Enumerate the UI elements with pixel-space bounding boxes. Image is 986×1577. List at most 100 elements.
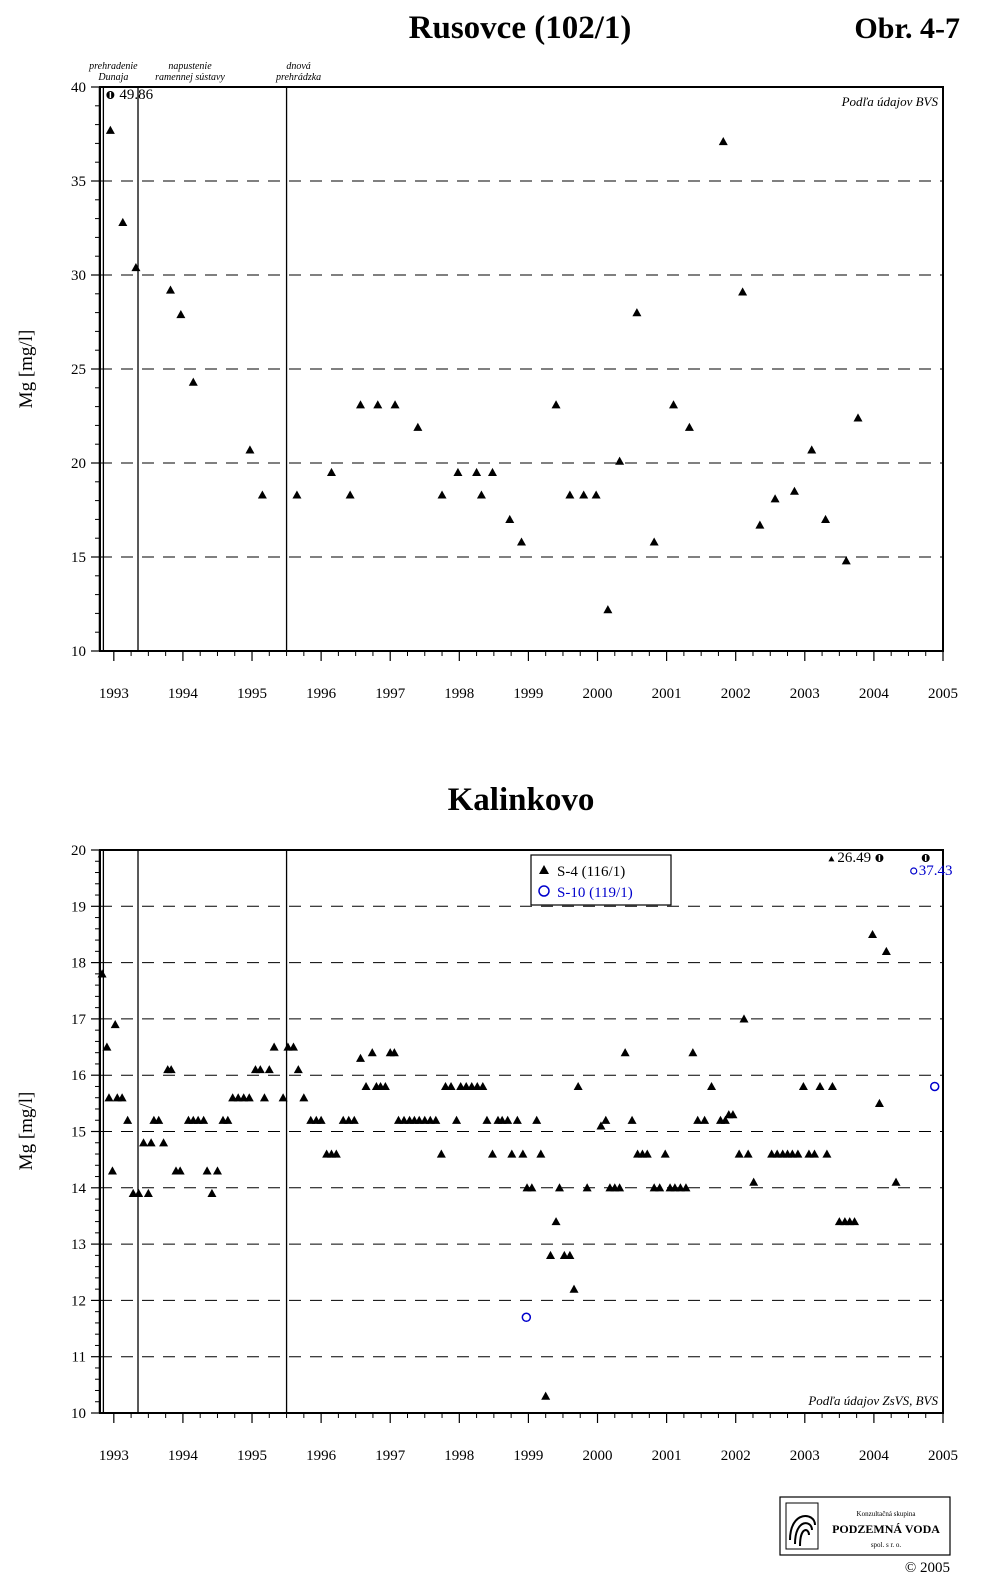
data-point <box>117 1093 127 1102</box>
legend-triangle-icon <box>539 865 549 874</box>
data-point <box>207 1188 217 1198</box>
data-point <box>175 1166 185 1175</box>
data-point <box>299 1093 309 1102</box>
data-point <box>739 1014 749 1023</box>
x-tick-label: 1993 <box>99 1448 129 1464</box>
data-point <box>478 1081 488 1091</box>
data-point <box>546 1250 556 1259</box>
data-point <box>316 1115 326 1124</box>
data-point <box>278 1093 288 1102</box>
x-tick-label: 1996 <box>306 1448 337 1464</box>
data-point <box>245 445 255 454</box>
data-point <box>257 490 267 499</box>
y-tick-label: 11 <box>72 1350 86 1366</box>
data-point <box>373 400 383 409</box>
x-tick-label: 2002 <box>721 1448 751 1464</box>
source-note: Podľa údajov ZsVS, BVS <box>807 1393 938 1408</box>
data-point <box>929 1081 940 1092</box>
data-point <box>720 1115 730 1124</box>
x-tick-label: 2000 <box>583 1448 613 1464</box>
data-point <box>734 1149 744 1158</box>
legend-box <box>530 854 672 906</box>
data-point <box>517 537 526 546</box>
offscale-value: 26.49 <box>837 850 871 866</box>
data-point <box>139 1138 149 1147</box>
data-point <box>591 490 601 499</box>
copyright: © 2005 <box>905 1560 950 1576</box>
x-tick-label: 2002 <box>721 686 751 702</box>
data-point <box>361 1081 371 1091</box>
data-point <box>356 1053 366 1062</box>
data-point <box>104 1093 114 1102</box>
data-point <box>123 1115 133 1124</box>
data-point <box>154 1115 164 1124</box>
data-point <box>688 1048 698 1057</box>
logo-mark-icon <box>785 1502 819 1550</box>
logo-line3: spol. s r. o. <box>871 1541 902 1549</box>
data-point <box>159 1138 169 1147</box>
data-point <box>743 1149 753 1158</box>
data-point <box>380 1081 390 1091</box>
data-point <box>660 1149 670 1158</box>
data-point <box>223 1115 233 1124</box>
data-point <box>487 1149 497 1158</box>
data-point <box>507 1149 517 1158</box>
data-point <box>615 1183 625 1192</box>
logo-line1: Konzultačná skupina <box>857 1510 917 1518</box>
data-point <box>827 1081 837 1091</box>
source-note: Podľa údajov BVS <box>841 94 939 109</box>
data-point <box>789 486 799 495</box>
x-tick-label: 2000 <box>583 686 613 702</box>
data-point <box>853 413 863 422</box>
legend-label: S-4 (116/1) <box>557 864 625 880</box>
data-point <box>487 467 497 476</box>
data-point <box>532 1115 542 1124</box>
data-point <box>601 1115 611 1124</box>
x-tick-label: 2003 <box>790 686 820 702</box>
y-axis-label: Mg [mg/l] <box>16 1092 37 1171</box>
data-point <box>541 1391 551 1400</box>
data-point <box>244 1093 254 1102</box>
x-tick-label: 2001 <box>652 1448 682 1464</box>
data-point <box>102 1042 112 1051</box>
company-logo: Konzultačná skupina PODZEMNÁ VODA spol. … <box>779 1496 951 1556</box>
x-tick-label: 1997 <box>375 1448 406 1464</box>
chart-kalinkovo: Kalinkovo 10 11 12 13 14 15 16 17 18 19 20 1993 1994 1… <box>16 782 958 1464</box>
x-tick-label: 1995 <box>237 686 267 702</box>
x-tick-label: 1999 <box>513 686 543 702</box>
data-point <box>146 1138 156 1147</box>
data-point <box>389 1048 399 1057</box>
y-tick-label: 15 <box>71 550 86 566</box>
x-tick-label: 1994 <box>168 1448 199 1464</box>
logo-line2: PODZEMNÁ VODA <box>832 1522 940 1536</box>
data-point <box>718 137 728 146</box>
x-tick-label: 1995 <box>237 1448 267 1464</box>
x-tick-label: 2005 <box>928 686 958 702</box>
data-point <box>413 422 423 431</box>
data-point <box>728 1110 738 1119</box>
offscale-value: 49.86 <box>119 87 153 103</box>
data-point <box>874 1098 884 1107</box>
y-tick-label: 14 <box>71 1181 87 1197</box>
data-point <box>655 1183 665 1192</box>
x-tick-label: 1993 <box>99 686 129 702</box>
data-point <box>579 490 589 499</box>
x-tick-label: 1994 <box>168 686 199 702</box>
event-label: dnová <box>286 61 310 72</box>
event-label: ramennej sústavy <box>155 72 225 83</box>
data-point <box>815 1081 825 1091</box>
x-tick-label: 1999 <box>513 1448 543 1464</box>
data-point <box>749 1177 759 1186</box>
data-point <box>603 605 613 614</box>
y-tick-label: 13 <box>71 1237 86 1253</box>
data-point <box>345 490 355 499</box>
data-point <box>868 929 878 939</box>
data-point <box>110 1020 120 1029</box>
data-point <box>642 1149 652 1158</box>
data-point <box>264 1065 274 1074</box>
data-point <box>288 1042 298 1051</box>
data-point <box>255 1065 265 1074</box>
data-point <box>512 1115 522 1124</box>
y-tick-label: 18 <box>71 956 86 972</box>
y-tick-label: 35 <box>71 174 86 190</box>
